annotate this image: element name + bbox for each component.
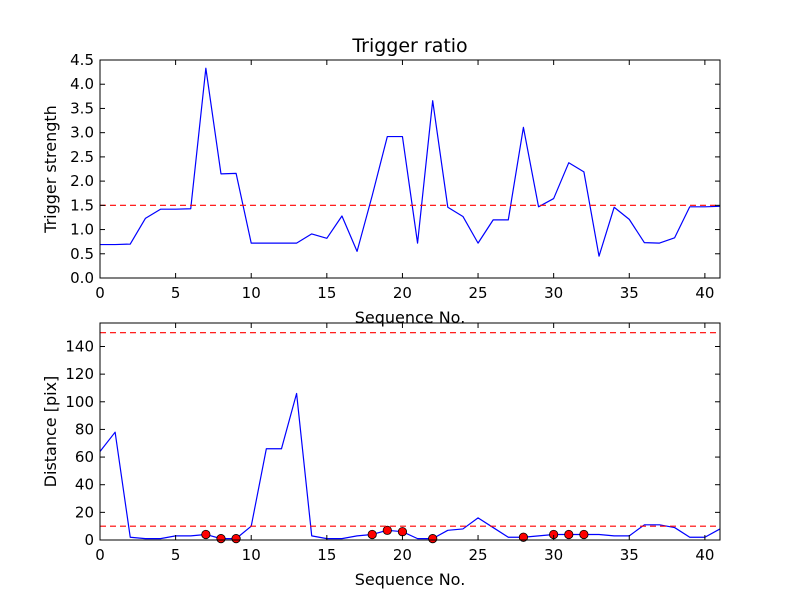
data-marker bbox=[397, 527, 408, 537]
x-tick-label: 40 bbox=[695, 546, 714, 564]
x-tick-label: 35 bbox=[620, 546, 639, 564]
x-tick-label: 20 bbox=[393, 546, 412, 564]
y-tick-label: 60 bbox=[75, 448, 94, 466]
x-tick-label: 10 bbox=[242, 284, 261, 302]
x-axis-label: Sequence No. bbox=[355, 570, 466, 589]
data-marker bbox=[564, 529, 574, 540]
y-tick-label: 80 bbox=[75, 420, 94, 438]
y-tick-label: 3.0 bbox=[70, 124, 94, 142]
x-tick-label: 0 bbox=[95, 284, 105, 302]
y-tick-label: 0.5 bbox=[70, 245, 94, 263]
chart-title: Trigger ratio bbox=[351, 35, 467, 57]
y-tick-label: 120 bbox=[65, 365, 94, 383]
y-tick-label: 0.0 bbox=[70, 269, 94, 287]
x-tick-label: 25 bbox=[469, 546, 488, 564]
y-tick-label: 100 bbox=[65, 393, 94, 411]
data-marker bbox=[428, 534, 438, 544]
data-marker bbox=[579, 529, 589, 540]
x-tick-label: 20 bbox=[393, 284, 412, 302]
y-axis-label: Trigger strength bbox=[41, 105, 60, 234]
y-tick-label: 4.0 bbox=[70, 75, 94, 93]
y-tick-label: 140 bbox=[65, 337, 94, 355]
y-tick-label: 2.0 bbox=[70, 172, 94, 190]
y-tick-label: 1.5 bbox=[70, 196, 94, 214]
x-tick-label: 30 bbox=[544, 546, 563, 564]
x-tick-label: 15 bbox=[317, 546, 336, 564]
y-tick-label: 4.5 bbox=[70, 51, 94, 69]
data-marker bbox=[231, 534, 241, 544]
plot-frame bbox=[99, 59, 721, 279]
x-tick-label: 5 bbox=[171, 546, 181, 564]
data-marker bbox=[518, 532, 529, 542]
x-tick-label: 0 bbox=[95, 546, 105, 564]
x-tick-label: 10 bbox=[242, 546, 261, 564]
x-axis-label: Sequence No. bbox=[355, 308, 466, 327]
y-tick-label: 1.0 bbox=[70, 221, 94, 239]
y-tick-label: 2.5 bbox=[70, 148, 94, 166]
y-tick-label: 40 bbox=[75, 476, 94, 494]
y-tick-label: 0 bbox=[84, 531, 94, 549]
data-marker bbox=[382, 525, 392, 535]
x-tick-label: 30 bbox=[544, 284, 563, 302]
plot-frame bbox=[99, 322, 721, 541]
y-tick-label: 3.5 bbox=[70, 99, 94, 117]
x-tick-label: 15 bbox=[317, 284, 336, 302]
x-tick-label: 35 bbox=[620, 284, 639, 302]
data-marker bbox=[201, 529, 211, 540]
x-tick-label: 5 bbox=[171, 284, 181, 302]
y-tick-label: 20 bbox=[75, 503, 94, 521]
data-marker bbox=[216, 534, 226, 544]
plot-1: 0 5 10 15 20 25 30 35 40 0.0 0.5 1.0 1.5 2.0 2.5 3.0 3.5… bbox=[41, 35, 721, 327]
series-line-1 bbox=[99, 392, 721, 540]
y-axis-label: Distance [pix] bbox=[41, 376, 60, 488]
plot-2: 0 5 10 15 20 25 30 35 40 0 20 40 60 80 100 120 140 Sequen… bbox=[41, 322, 721, 589]
x-tick-label: 25 bbox=[469, 284, 488, 302]
series-line-1 bbox=[100, 67, 721, 257]
x-tick-label: 40 bbox=[695, 284, 714, 302]
data-marker bbox=[367, 529, 377, 540]
